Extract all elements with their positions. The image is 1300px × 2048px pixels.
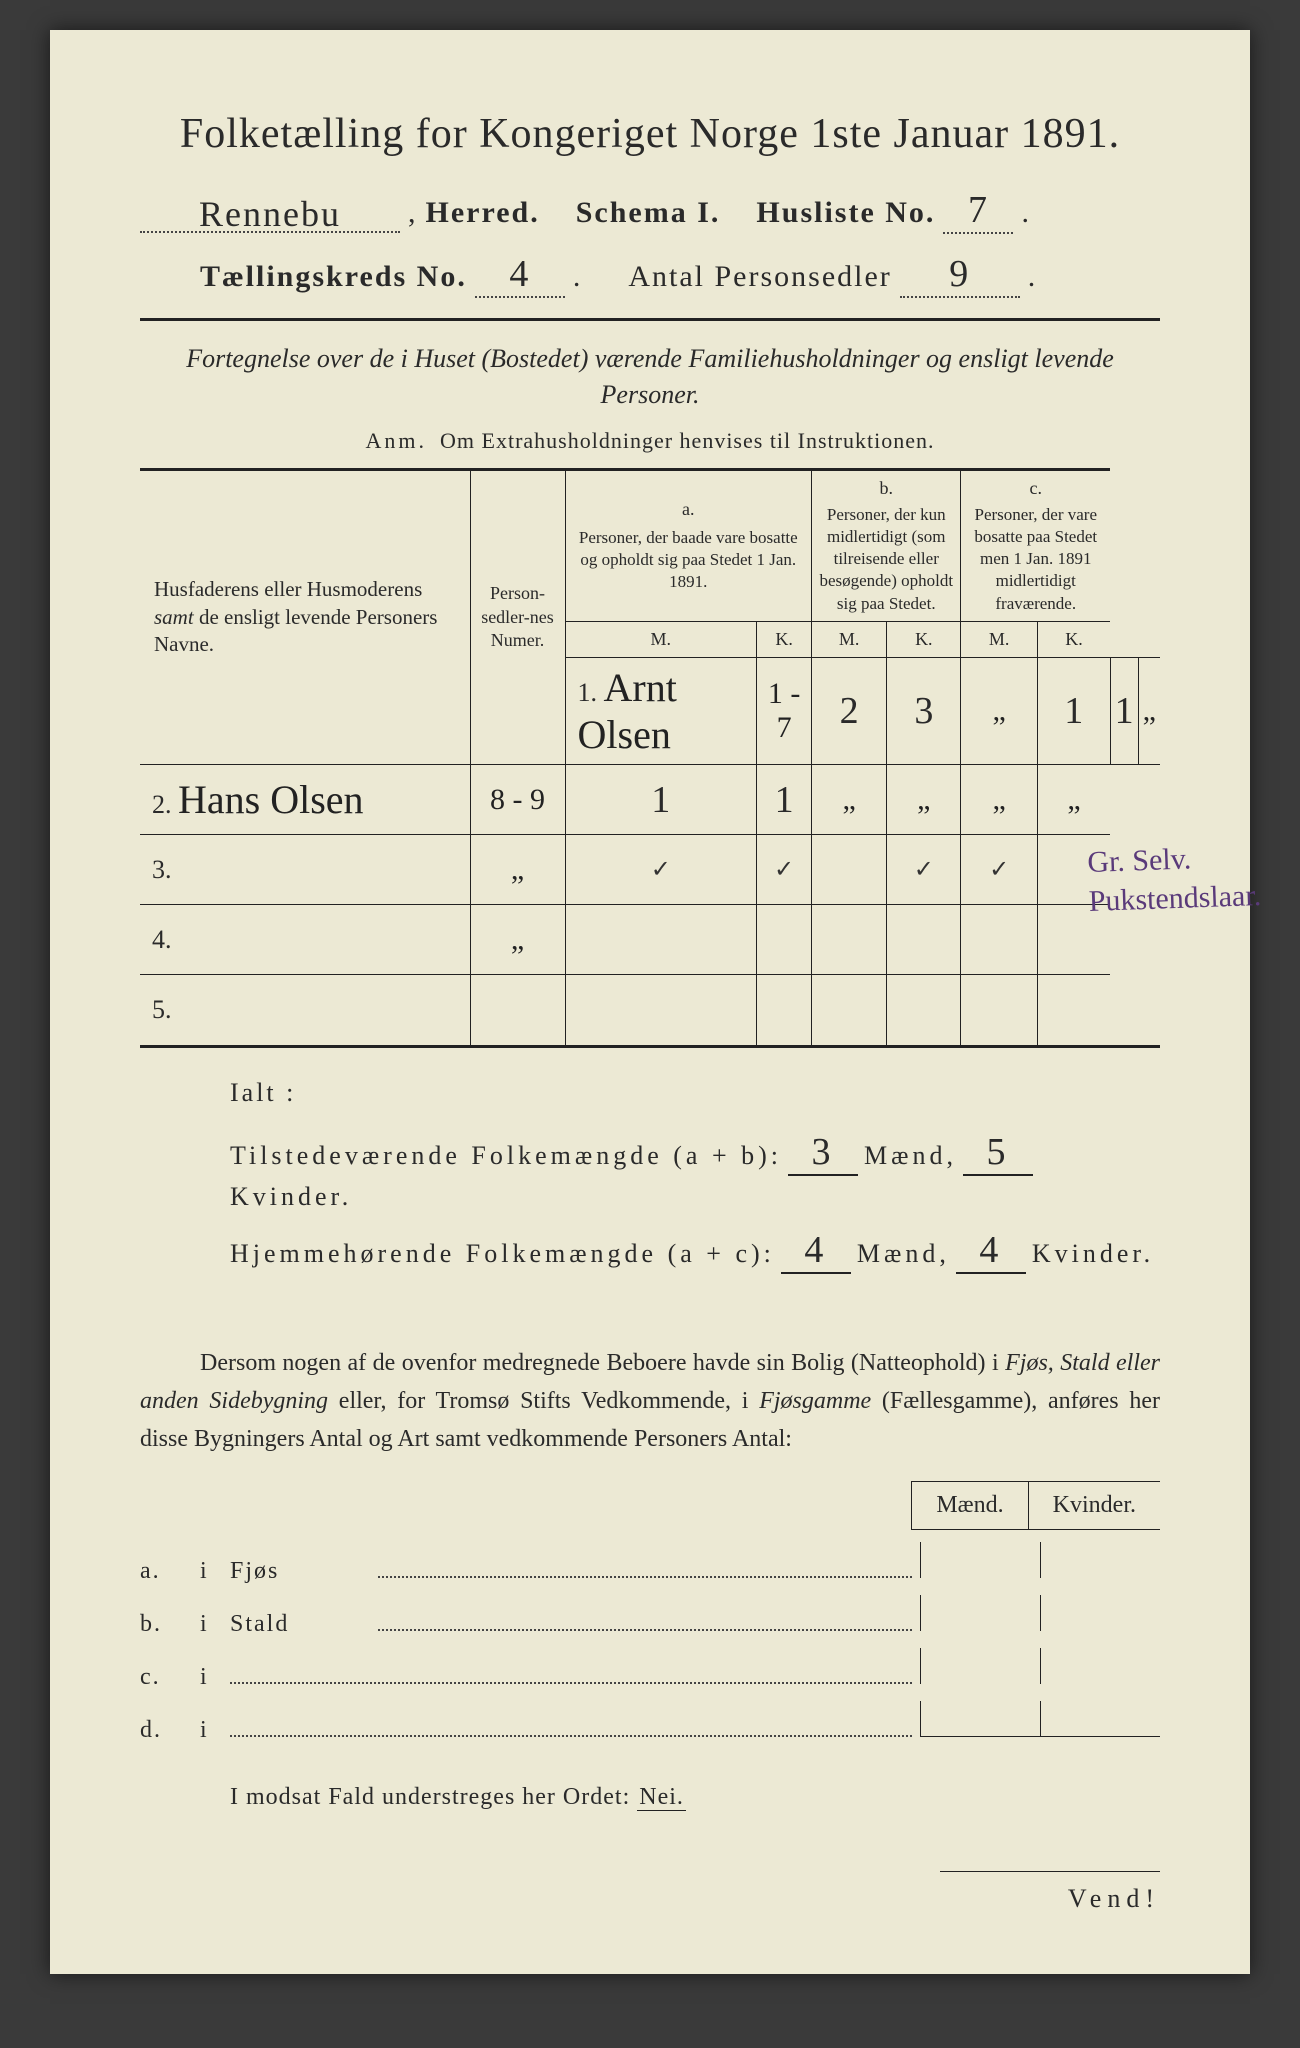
list-item: c. i: [140, 1648, 1160, 1691]
table-row: 3. „ ✓ ✓ ✓ ✓: [140, 835, 1160, 905]
sum-line-ab: Tilstedeværende Folkemængde (a + b): 3 M…: [230, 1130, 1160, 1212]
header-line-2: Tællingskreds No. 4 . Antal Personsedler…: [200, 252, 1160, 298]
page-title: Folketælling for Kongeriget Norge 1ste J…: [140, 110, 1160, 158]
th-c: c. Personer, der vare bosatte paa Stedet…: [961, 469, 1110, 621]
census-form-page: Folketælling for Kongeriget Norge 1ste J…: [50, 30, 1250, 1974]
husliste-value: 7: [968, 189, 989, 231]
vend-label: Vend!: [940, 1871, 1160, 1914]
husliste-label: Husliste No.: [756, 196, 935, 230]
margin-annotation: Gr. Selv. Pukstendslaar.: [1086, 837, 1261, 921]
table-row: 4. „: [140, 905, 1160, 975]
instruction-paragraph: Dersom nogen af de ovenfor medregnede Be…: [140, 1344, 1160, 1459]
anm-line: Anm. Om Extrahusholdninger henvises til …: [140, 428, 1160, 454]
th-a: a. Personer, der baade vare bosatte og o…: [565, 469, 812, 621]
building-list: a. i Fjøs b. i Stald c. i d. i: [140, 1542, 1160, 1744]
list-item: b. i Stald: [140, 1595, 1160, 1638]
antal-value: 9: [949, 253, 970, 295]
list-item: a. i Fjøs: [140, 1542, 1160, 1585]
herred-label: Herred.: [426, 196, 540, 230]
table-row: 2. Hans Olsen 8 - 9 1 1 „ „ „ „: [140, 765, 1160, 835]
totals-section: Ialt : Tilstedeværende Folkemængde (a + …: [230, 1078, 1160, 1274]
antal-label: Antal Personsedler: [628, 260, 891, 294]
kreds-value: 4: [509, 253, 530, 295]
ialt-label: Ialt :: [230, 1078, 1160, 1108]
schema-label: Schema I.: [576, 196, 721, 230]
kreds-label: Tællingskreds No.: [200, 260, 467, 294]
herred-value: Rennebu: [199, 194, 341, 234]
header-line-1: Rennebu , Herred. Schema I. Husliste No.…: [140, 188, 1160, 234]
table-row: 5.: [140, 975, 1160, 1045]
th-names: Husfaderens eller Husmode­rens samt de e…: [140, 469, 470, 764]
th-b: b. Personer, der kun midlertidigt (som t…: [812, 469, 961, 621]
subtitle: Fortegnelse over de i Huset (Bostedet) v…: [140, 341, 1160, 414]
sum-line-ac: Hjemmehørende Folkemængde (a + c): 4 Mæn…: [230, 1228, 1160, 1274]
list-item: d. i: [140, 1701, 1160, 1744]
nei-line: I modsat Fald understreges her Ordet: Ne…: [230, 1784, 1160, 1811]
main-table: Husfaderens eller Husmode­rens samt de e…: [140, 468, 1160, 1045]
th-numer: Person-sedler-nes Numer.: [470, 469, 565, 764]
mk-header: Mænd. Kvinder.: [140, 1481, 1160, 1530]
